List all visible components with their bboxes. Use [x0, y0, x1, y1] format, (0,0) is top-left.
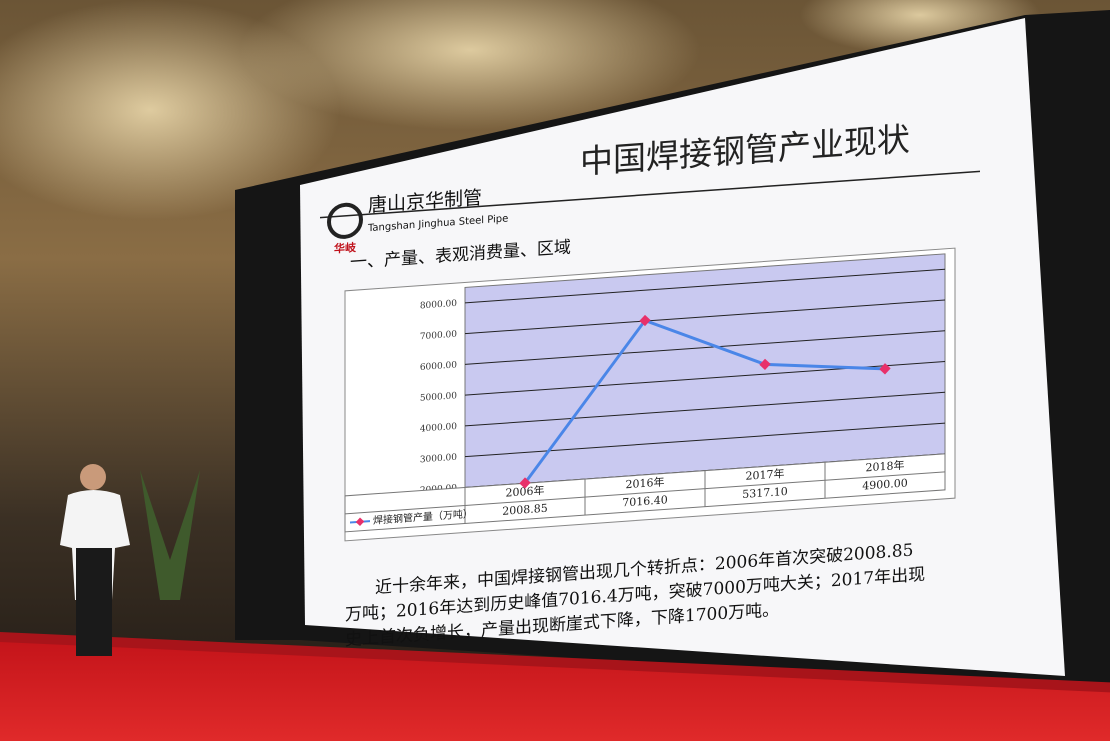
y-tick-label: 5000.00 [420, 391, 457, 404]
stage [0, 640, 1110, 741]
stage-edge [0, 632, 1110, 693]
point-marker [759, 358, 771, 371]
grid-line [465, 268, 945, 304]
point-marker [519, 477, 531, 489]
value-label: 7016.40 [622, 493, 667, 509]
presenter-trousers [76, 548, 112, 656]
value-label: 5317.10 [742, 485, 787, 501]
series-line [523, 318, 886, 484]
chart: 2000.003000.004000.005000.006000.007000.… [344, 253, 946, 533]
value-label: 4900.00 [862, 476, 907, 492]
point-marker [879, 363, 891, 375]
x-tick-label: 2016年 [626, 474, 665, 491]
logo-ring [327, 202, 363, 239]
logo-mark: 华岐 [334, 240, 357, 256]
legend-marker [355, 517, 365, 527]
y-tick-label: 3000.00 [420, 453, 457, 466]
chandelier [240, 0, 700, 130]
grid-line [465, 422, 945, 458]
x-tick-label: 2017年 [746, 466, 785, 483]
presenter [60, 464, 130, 656]
grid-line [465, 391, 945, 427]
y-tick-label: 7000.00 [420, 330, 457, 343]
value-label: 2008.85 [502, 502, 547, 518]
header-rule [320, 170, 980, 219]
x-tick-label: 2018年 [866, 458, 905, 475]
x-tick-label: 2006年 [506, 483, 545, 500]
presenter-head [80, 464, 106, 490]
table-rule [345, 504, 465, 515]
plot-area [464, 253, 946, 488]
grid-line [465, 330, 945, 365]
grid-line [465, 299, 945, 335]
y-tick-label: 8000.00 [420, 299, 457, 312]
y-tick-label: 6000.00 [420, 360, 457, 373]
y-tick-label: 4000.00 [420, 422, 457, 435]
point-marker [639, 314, 651, 327]
plant [140, 470, 200, 600]
